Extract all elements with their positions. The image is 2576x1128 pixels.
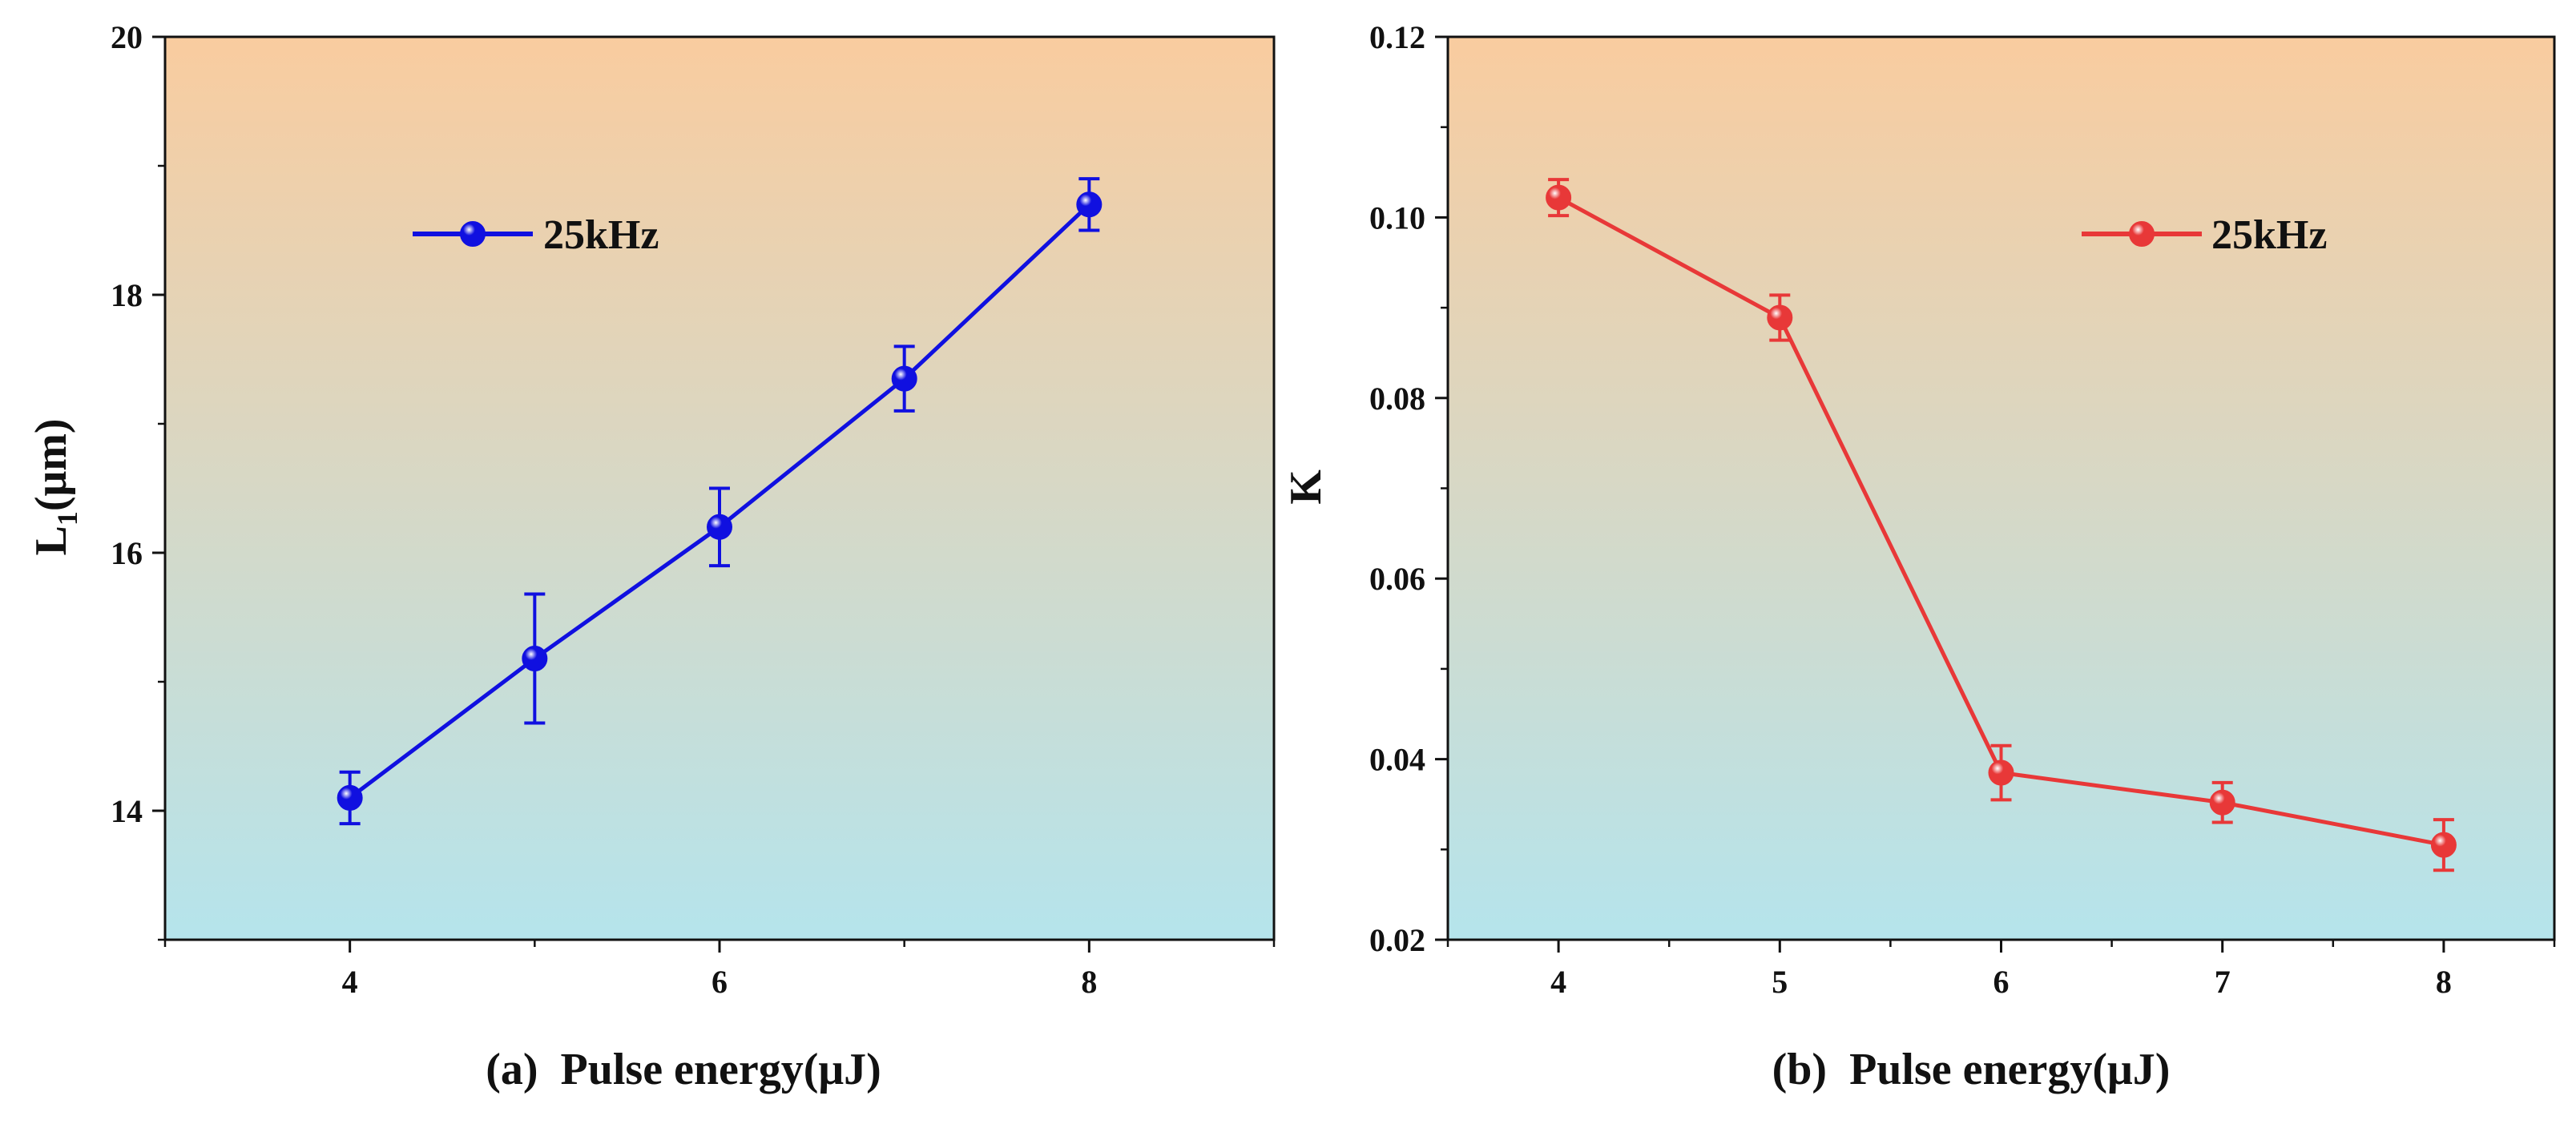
legend-b: 25kHz	[2082, 212, 2327, 258]
chart-panel-b: 0.02 0.04 0.06 0.08 0.10 0.12 4 5 6 7 8 25kHz (b) P…	[1281, 19, 2556, 1094]
chart-panel-a: 14 16 18 20 4 6 8 25kHz (a) Pulse energy(μJ) L1…	[26, 19, 1276, 1094]
x-axis-prefix-a: (a)	[486, 1045, 538, 1094]
y-tick-label-a: 18	[111, 277, 143, 313]
plot-area-b	[1448, 37, 2554, 940]
data-point-b	[1767, 304, 1793, 331]
legend-label-b: 25kHz	[2211, 212, 2327, 258]
data-point-a	[891, 365, 917, 392]
data-point-a	[1076, 191, 1103, 218]
data-point-a	[522, 646, 548, 672]
x-axis-prefix-b: (b)	[1772, 1045, 1827, 1094]
x-axis-label-b: Pulse energy(μJ)	[1849, 1045, 2170, 1094]
y-axis-label-sub-a: 1	[51, 511, 83, 526]
y-axis-label-main-b: K	[1281, 469, 1331, 505]
x-tick-label-b: 4	[1550, 964, 1566, 1000]
x-tick-label-a: 8	[1081, 964, 1097, 1000]
x-tick-label-b: 8	[2436, 964, 2452, 1000]
data-point-b	[2430, 832, 2457, 858]
y-tick-label-b: 0.02	[1369, 922, 1425, 958]
y-tick-label-a: 14	[111, 793, 143, 829]
y-tick-label-b: 0.10	[1369, 199, 1425, 236]
y-axis-title-b: K	[1281, 469, 1331, 505]
x-axis-title-a: (a) Pulse energy(μJ)	[486, 1045, 881, 1094]
legend-marker-b	[2129, 221, 2155, 247]
y-tick-label-b: 0.12	[1369, 19, 1425, 55]
data-point-a	[337, 784, 363, 811]
data-point-b	[1546, 184, 1572, 211]
x-tick-label-a: 4	[342, 964, 358, 1000]
legend-marker-a	[460, 221, 486, 247]
data-point-b	[2209, 789, 2235, 816]
plot-frame-a	[163, 35, 1276, 941]
x-tick-label-a: 6	[712, 964, 728, 1000]
y-axis-label-unit-a: (μm)	[26, 418, 76, 511]
legend-label-a: 25kHz	[543, 212, 659, 258]
x-tick-label-b: 6	[1993, 964, 2010, 1000]
x-tick-label-b: 5	[1772, 964, 1788, 1000]
legend-a: 25kHz	[413, 212, 659, 258]
x-axis-title-b: (b) Pulse energy(μJ)	[1772, 1045, 2171, 1094]
y-tick-label-b: 0.04	[1369, 742, 1425, 778]
plot-frame-b	[1446, 35, 2556, 941]
y-tick-label-a: 16	[111, 535, 143, 571]
data-point-b	[1988, 759, 2014, 786]
data-point-a	[707, 514, 732, 540]
y-tick-label-b: 0.06	[1369, 561, 1425, 597]
y-axis-title-a: L1(μm)	[26, 418, 83, 555]
y-axis-label-main-a: L	[26, 526, 76, 555]
y-tick-label-a: 20	[111, 19, 143, 55]
y-tick-label-b: 0.08	[1369, 381, 1425, 417]
x-axis-label-a: Pulse energy(μJ)	[560, 1045, 881, 1094]
x-tick-label-b: 7	[2215, 964, 2231, 1000]
